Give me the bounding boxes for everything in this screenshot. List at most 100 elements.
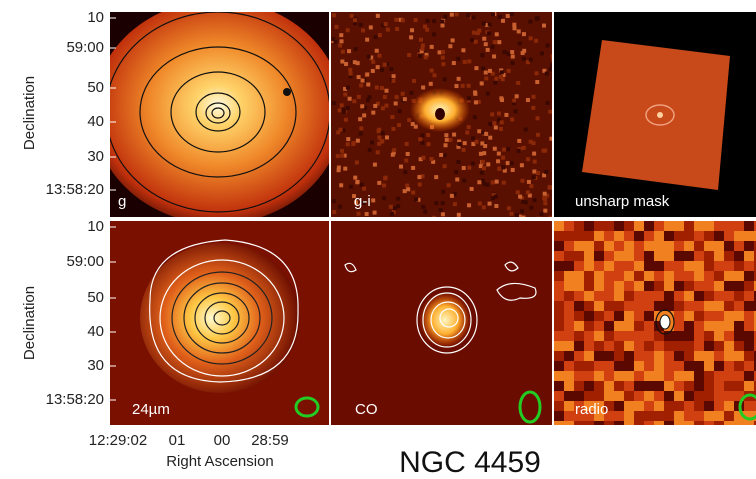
noise bbox=[412, 79, 416, 83]
noise bbox=[438, 50, 442, 54]
noise bbox=[694, 251, 704, 261]
noise bbox=[704, 281, 714, 291]
noise bbox=[704, 301, 714, 311]
noise bbox=[338, 205, 342, 209]
noise bbox=[714, 351, 724, 361]
noise bbox=[624, 401, 634, 411]
noise bbox=[395, 95, 399, 99]
noise bbox=[533, 198, 537, 202]
noise bbox=[624, 251, 634, 261]
noise bbox=[497, 112, 501, 116]
noise bbox=[664, 401, 674, 411]
noise bbox=[510, 161, 514, 165]
noise bbox=[614, 341, 624, 351]
noise bbox=[434, 201, 438, 205]
noise bbox=[614, 321, 624, 331]
noise bbox=[664, 231, 674, 241]
noise bbox=[536, 116, 540, 120]
noise bbox=[664, 411, 674, 421]
noise bbox=[564, 361, 574, 371]
noise bbox=[346, 106, 350, 110]
noise bbox=[518, 195, 522, 199]
noise bbox=[604, 351, 614, 361]
noise bbox=[346, 137, 350, 141]
noise bbox=[467, 203, 471, 207]
noise bbox=[724, 341, 734, 351]
noise bbox=[644, 371, 654, 381]
noise bbox=[340, 39, 344, 43]
noise bbox=[704, 251, 714, 261]
noise bbox=[614, 261, 624, 271]
noise bbox=[365, 212, 369, 216]
noise bbox=[373, 104, 377, 108]
noise bbox=[564, 391, 574, 401]
noise bbox=[684, 291, 694, 301]
noise bbox=[425, 28, 429, 32]
noise bbox=[594, 351, 604, 361]
noise bbox=[554, 291, 564, 301]
noise bbox=[584, 261, 594, 271]
noise bbox=[674, 321, 684, 331]
panel-g bbox=[93, 0, 343, 224]
noise bbox=[355, 160, 359, 164]
noise bbox=[549, 67, 553, 71]
noise bbox=[584, 241, 594, 251]
noise bbox=[534, 71, 538, 75]
noise bbox=[634, 261, 644, 271]
noise bbox=[471, 15, 475, 19]
noise bbox=[365, 38, 369, 42]
noise bbox=[376, 65, 380, 69]
noise bbox=[724, 231, 734, 241]
noise bbox=[654, 341, 664, 351]
noise bbox=[394, 18, 398, 22]
noise bbox=[724, 261, 734, 271]
noise bbox=[492, 54, 496, 58]
noise bbox=[704, 371, 714, 381]
noise bbox=[377, 136, 381, 140]
noise bbox=[397, 123, 401, 127]
noise bbox=[376, 150, 380, 154]
noise bbox=[554, 341, 564, 351]
noise bbox=[624, 391, 634, 401]
noise bbox=[493, 81, 497, 85]
noise bbox=[536, 171, 540, 175]
noise bbox=[644, 271, 654, 281]
noise bbox=[404, 159, 408, 163]
noise bbox=[604, 301, 614, 311]
noise bbox=[634, 351, 644, 361]
noise bbox=[384, 22, 388, 26]
noise bbox=[380, 86, 384, 90]
noise bbox=[494, 204, 498, 208]
noise bbox=[554, 361, 564, 371]
noise bbox=[594, 271, 604, 281]
noise bbox=[506, 14, 510, 18]
noise bbox=[744, 281, 754, 291]
noise bbox=[353, 60, 357, 64]
noise bbox=[554, 401, 564, 411]
x-tick-label: 12:29:02 bbox=[89, 432, 147, 449]
noise bbox=[510, 50, 514, 54]
panel-label: radio bbox=[575, 401, 608, 418]
noise bbox=[564, 291, 574, 301]
noise bbox=[362, 187, 366, 191]
noise bbox=[704, 411, 714, 421]
figure-title: NGC 4459 bbox=[399, 446, 541, 474]
noise bbox=[554, 301, 564, 311]
noise bbox=[554, 321, 564, 331]
noise bbox=[634, 411, 644, 421]
noise bbox=[744, 291, 754, 301]
noise bbox=[584, 221, 594, 231]
noise bbox=[366, 82, 370, 86]
noise bbox=[674, 391, 684, 401]
noise bbox=[714, 321, 724, 331]
noise bbox=[501, 156, 505, 160]
noise bbox=[574, 381, 584, 391]
noise bbox=[520, 209, 524, 213]
noise bbox=[594, 291, 604, 301]
noise bbox=[466, 13, 470, 17]
noise bbox=[624, 321, 634, 331]
noise bbox=[694, 321, 704, 331]
noise bbox=[357, 75, 361, 79]
noise bbox=[452, 61, 456, 65]
noise bbox=[744, 271, 754, 281]
